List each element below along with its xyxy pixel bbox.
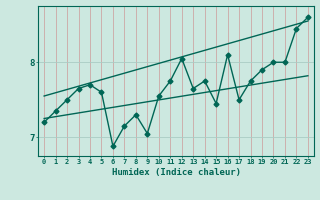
X-axis label: Humidex (Indice chaleur): Humidex (Indice chaleur) — [111, 168, 241, 177]
